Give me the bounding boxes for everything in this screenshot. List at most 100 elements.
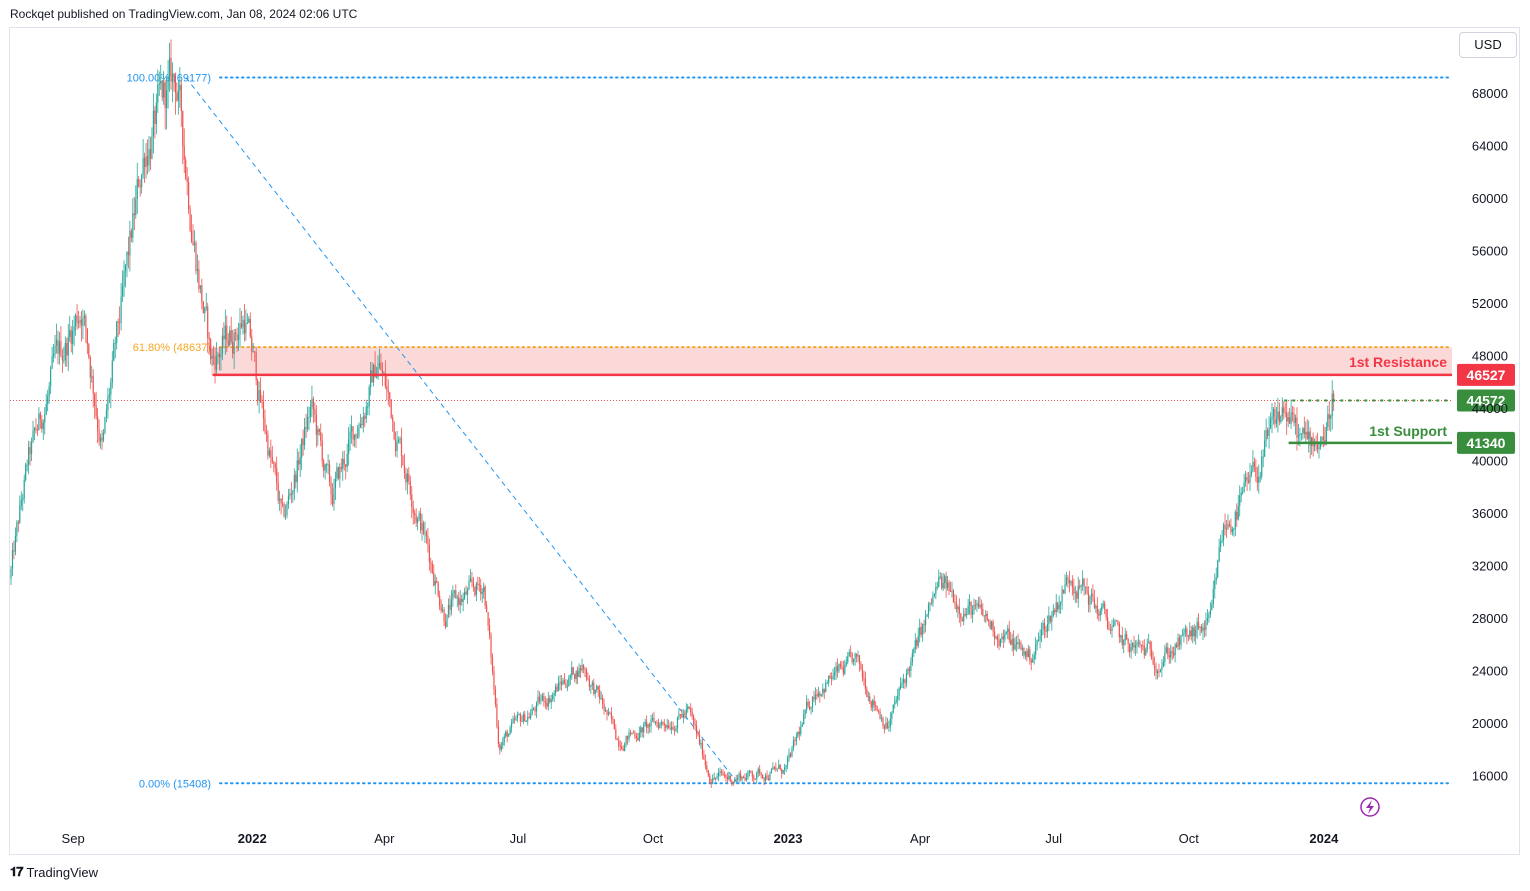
candle — [604, 706, 607, 713]
tradingview-logo[interactable]: 𝟏𝟕 TradingView — [10, 864, 98, 880]
candle — [750, 770, 752, 774]
candle — [237, 322, 240, 351]
candle — [183, 128, 185, 174]
candle — [916, 637, 918, 650]
candle — [1082, 570, 1084, 591]
candle — [588, 675, 590, 691]
candle — [1004, 629, 1006, 643]
candle — [321, 433, 323, 468]
candle — [1171, 646, 1173, 661]
candle — [988, 618, 990, 627]
candle — [251, 329, 253, 361]
candle — [676, 716, 679, 734]
candle — [946, 575, 949, 591]
candle — [1259, 471, 1261, 483]
candle — [762, 774, 764, 780]
candle — [1202, 622, 1204, 641]
candle — [1269, 412, 1272, 430]
candle — [330, 476, 332, 505]
candle — [535, 701, 538, 719]
candle — [218, 346, 221, 371]
candle — [685, 703, 687, 720]
candle — [1312, 432, 1314, 457]
candle — [16, 520, 18, 543]
y-axis[interactable]: 16000 20000 24000 28000 32000 36000 40000 44000… — [1472, 86, 1508, 784]
candle — [119, 306, 121, 335]
candle — [880, 714, 883, 722]
candle — [528, 712, 530, 719]
candle — [963, 607, 965, 626]
support-price-tag — [1457, 431, 1515, 454]
candle — [1265, 418, 1267, 448]
candle — [1131, 642, 1134, 651]
candle — [1137, 634, 1140, 648]
candle — [1330, 414, 1332, 432]
candle — [265, 424, 268, 443]
candle — [298, 451, 300, 471]
candle — [624, 742, 626, 752]
candle — [444, 613, 447, 629]
candle — [1287, 411, 1289, 428]
dotted-level-price-tag — [1457, 389, 1515, 412]
candle — [681, 709, 683, 718]
support-label: 1st Support — [1369, 423, 1447, 439]
candle — [776, 768, 778, 772]
candle — [314, 402, 316, 422]
fib-trend-line[interactable] — [185, 77, 739, 784]
candle — [370, 361, 372, 396]
candle — [180, 79, 182, 127]
x-tick-label: Oct — [643, 831, 664, 846]
candle — [698, 729, 701, 746]
candle — [1013, 630, 1015, 656]
candle — [133, 196, 135, 231]
candle — [453, 589, 455, 598]
candle — [784, 764, 786, 775]
candle — [258, 381, 260, 414]
candle — [822, 683, 824, 697]
flash-icon[interactable] — [1360, 797, 1380, 817]
candle — [656, 720, 658, 728]
candle — [1255, 459, 1257, 482]
candle — [716, 772, 718, 780]
resistance-zone[interactable] — [211, 347, 1453, 375]
candle — [993, 626, 996, 646]
candle — [530, 709, 532, 720]
x-tick-label: Sep — [62, 831, 85, 846]
chart-frame — [9, 27, 1520, 855]
candle — [945, 571, 947, 598]
candle — [215, 342, 218, 376]
candle — [1165, 642, 1167, 654]
x-tick-label: Jul — [1045, 831, 1062, 846]
candle — [437, 581, 439, 598]
candle — [706, 761, 708, 773]
candle — [941, 572, 943, 590]
candle — [710, 778, 712, 788]
candle — [367, 402, 369, 416]
candle — [732, 781, 734, 787]
candle — [552, 692, 554, 702]
candle — [405, 467, 407, 491]
candle — [779, 764, 781, 771]
candle — [983, 615, 985, 622]
candle — [217, 351, 219, 365]
candle — [1180, 634, 1182, 650]
currency-button[interactable]: USD — [1459, 32, 1517, 58]
candle — [289, 488, 291, 500]
candle — [349, 424, 351, 451]
candle — [1261, 449, 1263, 480]
x-axis[interactable]: Sep 2022 Apr Jul Oct 2023 Apr Jul Oct 2024 — [62, 831, 1340, 846]
candle — [557, 676, 560, 692]
candle — [1079, 579, 1081, 590]
candle — [52, 343, 55, 363]
candle — [894, 695, 896, 709]
candle — [188, 176, 190, 214]
candle — [440, 599, 442, 614]
candle — [1193, 623, 1195, 642]
candle — [1228, 520, 1231, 528]
candle — [1038, 632, 1040, 642]
candle — [555, 683, 557, 697]
candle — [1055, 593, 1057, 618]
candle — [459, 589, 461, 614]
tradingview-icon: 𝟏𝟕 — [10, 864, 24, 879]
